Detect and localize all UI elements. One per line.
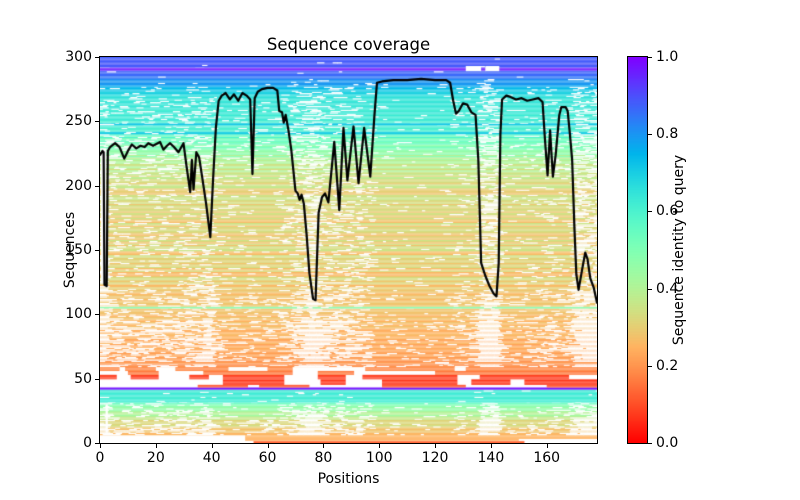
y-tick bbox=[95, 250, 99, 251]
x-tick bbox=[490, 444, 492, 448]
colorbar-tick bbox=[648, 57, 652, 58]
x-tick-label: 80 bbox=[314, 450, 333, 466]
colorbar-tick bbox=[648, 211, 652, 213]
x-tick-label: 140 bbox=[477, 450, 505, 466]
x-tick bbox=[435, 444, 437, 448]
y-tick bbox=[95, 185, 99, 187]
x-tick bbox=[267, 444, 269, 448]
y-tick-label: 0 bbox=[83, 435, 92, 451]
y-tick-label: 250 bbox=[65, 113, 92, 130]
x-tick-label: 160 bbox=[533, 450, 561, 466]
y-tick bbox=[95, 443, 99, 444]
colorbar-tick-label: 0.2 bbox=[656, 357, 679, 374]
plot-area bbox=[99, 56, 598, 444]
colorbar-tick-label: 1.0 bbox=[656, 49, 679, 65]
y-tick-label: 200 bbox=[65, 177, 92, 194]
chart-title: Sequence coverage bbox=[266, 35, 431, 54]
y-tick bbox=[95, 314, 99, 316]
colorbar-canvas bbox=[628, 57, 647, 443]
x-tick-label: 60 bbox=[258, 450, 277, 466]
y-tick bbox=[95, 57, 99, 58]
colorbar-tick-label: 0.4 bbox=[656, 280, 679, 297]
x-tick-label: 20 bbox=[146, 450, 165, 466]
colorbar-label: Sequence identity to query bbox=[671, 154, 687, 346]
x-axis-label: Positions bbox=[317, 471, 380, 487]
msa-heatmap-canvas bbox=[100, 57, 597, 443]
colorbar-tick-label: 0.6 bbox=[656, 203, 679, 220]
y-tick bbox=[95, 121, 99, 123]
y-tick-label: 300 bbox=[65, 49, 92, 65]
x-tick bbox=[546, 444, 548, 448]
colorbar-tick bbox=[648, 365, 652, 367]
x-tick-label: 40 bbox=[202, 450, 221, 466]
x-tick bbox=[155, 444, 157, 448]
colorbar-tick-label: 0.0 bbox=[656, 435, 679, 451]
x-tick-label: 120 bbox=[421, 450, 449, 466]
colorbar-tick bbox=[648, 443, 652, 444]
x-tick-label: 0 bbox=[95, 450, 105, 466]
colorbar-tick bbox=[648, 288, 652, 290]
x-tick bbox=[100, 444, 101, 448]
x-tick bbox=[211, 444, 213, 448]
x-tick bbox=[323, 444, 325, 448]
y-axis-label: Sequences bbox=[62, 211, 78, 289]
x-tick-label: 100 bbox=[365, 450, 393, 466]
colorbar-tick bbox=[648, 134, 652, 136]
y-tick-label: 150 bbox=[65, 242, 92, 258]
x-tick bbox=[379, 444, 381, 448]
y-tick bbox=[95, 378, 99, 380]
colorbar-tick-label: 0.8 bbox=[656, 126, 679, 143]
colorbar bbox=[627, 56, 648, 444]
y-tick-label: 50 bbox=[74, 370, 92, 387]
y-tick-label: 100 bbox=[65, 306, 92, 323]
